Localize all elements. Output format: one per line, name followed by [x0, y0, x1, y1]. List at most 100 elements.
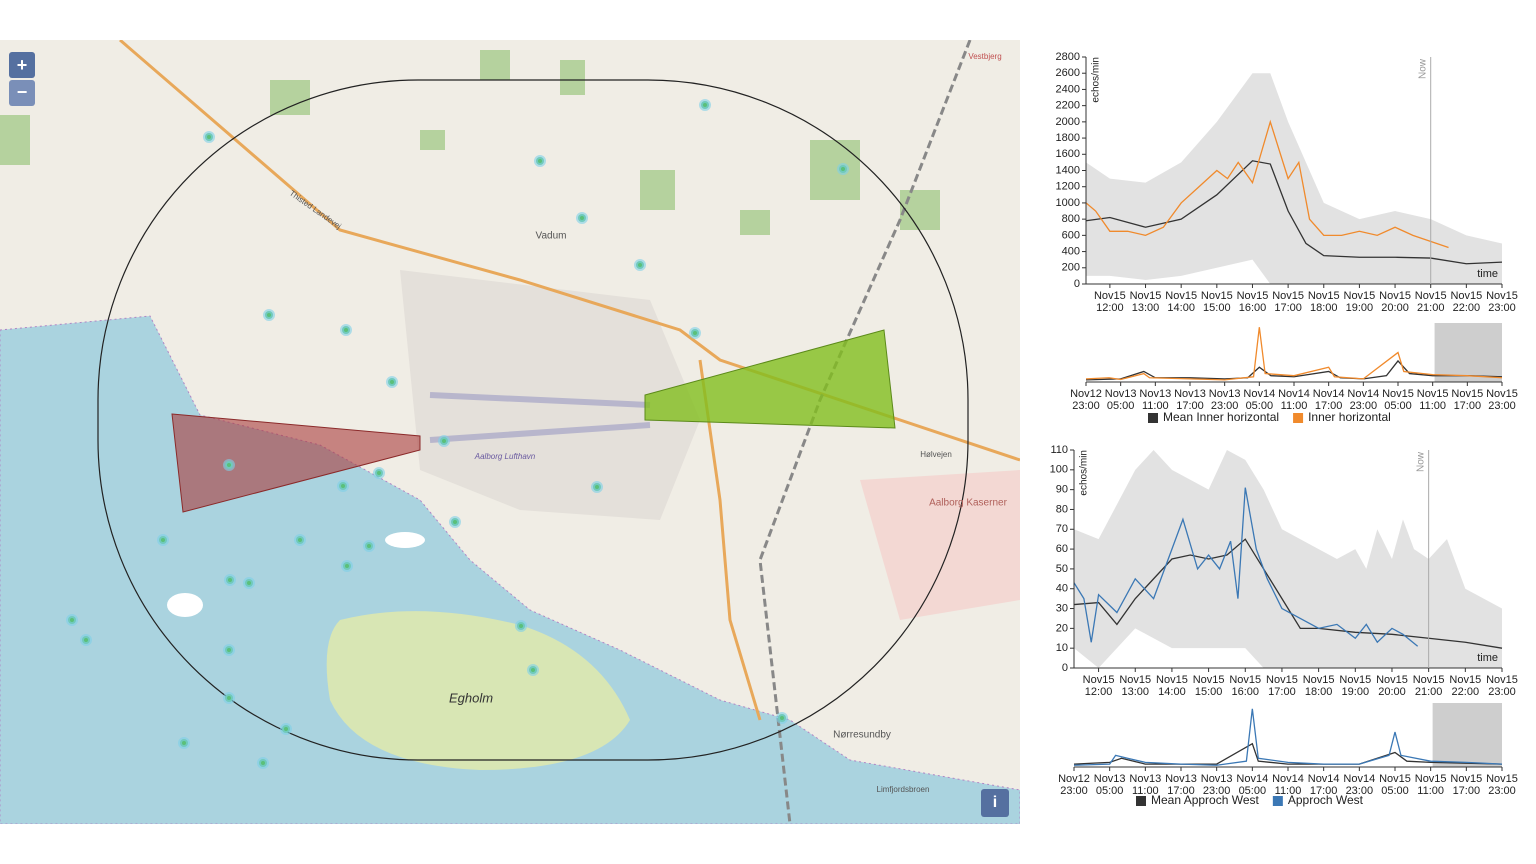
legend-swatch [1272, 796, 1283, 806]
x-tick-label: Nov15 17:00 [1450, 773, 1483, 797]
legend-label: Mean Approch West [1151, 793, 1260, 807]
x-tick-label: Nov14 23:00 [1347, 388, 1380, 412]
info-icon[interactable]: i [993, 794, 997, 811]
place-label: Aalborg Lufthavn [474, 452, 536, 461]
x-tick-label: Nov15 21:00 [1414, 290, 1447, 314]
y-tick-label: 110 [1050, 444, 1068, 456]
y-tick-label: 1000 [1056, 197, 1080, 209]
place-label: Egholm [449, 690, 493, 705]
y-tick-label: 40 [1056, 583, 1068, 595]
x-tick-label: Nov15 19:00 [1343, 290, 1376, 314]
y-tick-label: 200 [1062, 262, 1080, 274]
y-tick-label: 2800 [1056, 51, 1080, 63]
x-tick-label: Nov15 23:00 [1486, 773, 1518, 797]
x-tick-label: Nov13 17:00 [1165, 773, 1197, 797]
legend-label: Inner horizontal [1308, 410, 1391, 424]
y-tick-label: 80 [1056, 503, 1068, 515]
range-band [1086, 73, 1502, 284]
x-tick-label: Nov13 11:00 [1139, 388, 1172, 412]
place-label: Vadum [536, 231, 567, 242]
y-tick-label: 0 [1074, 278, 1080, 290]
x-tick-label: Nov15 14:00 [1165, 290, 1198, 314]
info-button[interactable] [981, 789, 1009, 817]
x-tick-label: Nov14 17:00 [1312, 388, 1345, 412]
legend-swatch [1136, 796, 1146, 806]
x-tick-label: Nov14 17:00 [1307, 773, 1340, 797]
x-tick-label: Nov15 15:00 [1192, 674, 1225, 698]
x-tick-label: Nov15 20:00 [1379, 290, 1411, 314]
x-tick-label: Nov13 05:00 [1093, 773, 1126, 797]
x-tick-label: Nov13 05:00 [1104, 388, 1137, 412]
x-tick-label: Nov15 23:00 [1486, 674, 1518, 698]
y-tick-label: 2600 [1056, 67, 1080, 79]
series-line [1073, 487, 1419, 647]
x-tick-label: Nov12 23:00 [1058, 773, 1090, 797]
place-label: Nørresundby [833, 730, 891, 741]
y-tick-label: 10 [1056, 642, 1068, 654]
range-band [1074, 450, 1502, 668]
y-tick-label: 1800 [1056, 132, 1080, 144]
legend-label: Approch West [1288, 793, 1364, 807]
x-tick-label: Nov15 17:00 [1272, 290, 1304, 314]
x-tick-label: Nov15 13:00 [1129, 290, 1162, 314]
series-line [1085, 160, 1503, 265]
x-tick-label: Nov14 05:00 [1243, 388, 1276, 412]
x-tick-label: Nov15 05:00 [1379, 773, 1411, 797]
x-tick-label: Nov15 17:00 [1266, 674, 1298, 698]
y-tick-label: 30 [1056, 602, 1068, 614]
x-tick-label: Nov15 19:00 [1339, 674, 1372, 698]
x-tick-label: Nov14 11:00 [1272, 773, 1304, 797]
y-axis-label: echos/min [1079, 450, 1090, 496]
zoom-in-button[interactable] [9, 52, 35, 78]
y-tick-label: 2000 [1056, 116, 1080, 128]
x-tick-label: Nov15 05:00 [1382, 388, 1414, 412]
x-tick-label: Nov15 23:00 [1486, 290, 1518, 314]
x-tick-label: Nov15 20:00 [1376, 674, 1408, 698]
y-tick-label: 60 [1056, 543, 1068, 555]
x-tick-label: Nov15 16:00 [1229, 674, 1262, 698]
x-tick-label: Nov15 15:00 [1200, 290, 1233, 314]
y-tick-label: 50 [1056, 563, 1068, 575]
road-label: Hølvejen [920, 450, 952, 459]
now-label: Now [1417, 58, 1428, 79]
series-line [1085, 327, 1503, 381]
y-tick-label: 0 [1062, 662, 1068, 674]
zoom-out-icon[interactable]: − [17, 82, 28, 102]
series-line [1073, 538, 1503, 649]
place-label: Aalborg Kaserner [929, 498, 1007, 509]
x-tick-label: Nov15 14:00 [1156, 674, 1188, 698]
x-axis-label: time [1477, 268, 1498, 280]
x-tick-label: Nov14 11:00 [1278, 388, 1310, 412]
y-tick-label: 1600 [1056, 148, 1080, 160]
x-tick-label: Nov14 23:00 [1343, 773, 1376, 797]
zoom-out-button[interactable] [9, 80, 35, 106]
x-tick-label: Nov15 21:00 [1412, 674, 1445, 698]
x-tick-label: Nov15 16:00 [1236, 290, 1269, 314]
y-tick-label: 100 [1050, 464, 1068, 476]
x-tick-label: Nov15 11:00 [1414, 773, 1447, 797]
x-axis-label: time [1477, 652, 1498, 664]
brush [1434, 323, 1502, 382]
y-tick-label: 1200 [1056, 181, 1080, 193]
legend-swatch [1148, 413, 1158, 423]
y-tick-label: 600 [1062, 229, 1080, 241]
x-tick-label: Nov15 13:00 [1119, 674, 1152, 698]
x-tick-label: Nov15 18:00 [1302, 674, 1335, 698]
now-label: Now [1415, 451, 1426, 472]
y-tick-label: 70 [1056, 523, 1068, 535]
x-tick-label: Nov15 12:00 [1093, 290, 1126, 314]
x-tick-label: Nov15 18:00 [1307, 290, 1340, 314]
zoom-in-icon[interactable]: + [17, 55, 28, 75]
y-axis-label: echos/min [1091, 57, 1102, 103]
x-tick-label: Nov15 17:00 [1451, 388, 1484, 412]
x-tick-label: Nov13 11:00 [1129, 773, 1162, 797]
y-tick-label: 2200 [1056, 100, 1080, 112]
map: Vadum Egholm Nørresundby Aalborg Lufthav… [0, 40, 1020, 824]
place-label: Vestbjerg [968, 52, 1001, 61]
x-tick-label: Nov13 23:00 [1200, 773, 1233, 797]
y-tick-label: 800 [1062, 213, 1080, 225]
y-tick-label: 1400 [1056, 164, 1080, 176]
x-tick-label: Nov14 05:00 [1236, 773, 1269, 797]
